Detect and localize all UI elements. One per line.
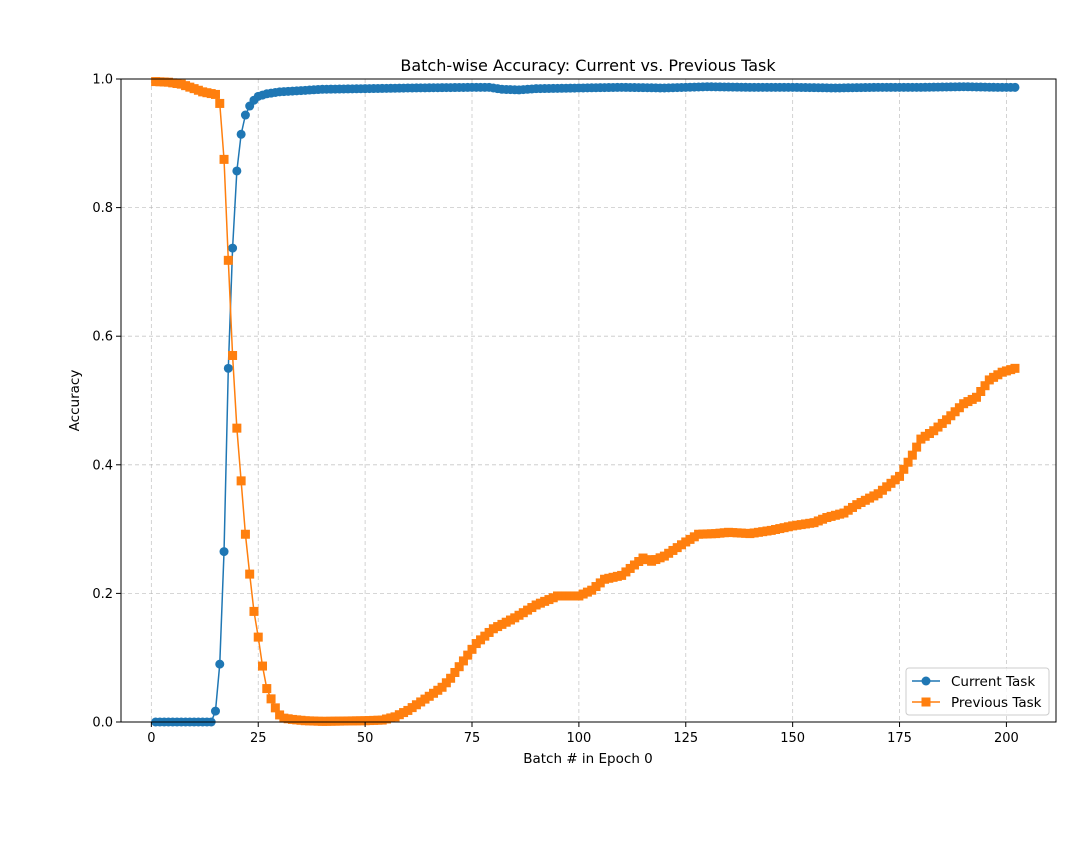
y-axis-label: Accuracy [67, 370, 83, 432]
x-tick-label: 150 [780, 731, 805, 746]
x-tick-label: 100 [566, 731, 591, 746]
legend: Current Task Previous Task [905, 667, 1050, 716]
x-tick-label: 200 [994, 731, 1019, 746]
y-tick-label: 0.2 [92, 587, 113, 602]
legend-label-previous-task: Previous Task [951, 695, 1042, 711]
legend-current-task-marker [921, 676, 931, 686]
data-point-previous-task [270, 703, 280, 713]
x-tick-label: 75 [464, 731, 481, 746]
data-point-previous-task [266, 694, 276, 704]
x-axis-label: Batch # in Epoch 0 [523, 751, 653, 767]
x-tick-label: 175 [887, 731, 912, 746]
data-point-previous-task [467, 644, 477, 654]
data-point-previous-task [223, 255, 233, 265]
y-tick-label: 0.6 [92, 330, 113, 345]
x-tick-label: 25 [250, 731, 267, 746]
data-point-current-task [228, 243, 238, 253]
data-point-previous-task [215, 98, 225, 108]
chart-title: Batch-wise Accuracy: Current vs. Previou… [400, 56, 776, 75]
series-current-task [151, 82, 1020, 727]
data-point-previous-task [1010, 363, 1020, 373]
data-point-previous-task [980, 381, 990, 391]
data-point-previous-task [236, 476, 246, 486]
y-tick-label: 0.0 [92, 716, 113, 731]
y-tick-label: 1.0 [92, 73, 113, 88]
legend-previous-task-marker [921, 697, 931, 707]
legend-box [905, 667, 1050, 716]
data-point-previous-task [458, 656, 468, 666]
data-point-previous-task [454, 662, 464, 672]
axis-ticks: 0 25 50 75 100 125 150 175 200 0.0 0.2 0.4 0.6 0.8 1.0 [92, 73, 1019, 747]
data-point-current-task [240, 110, 250, 120]
data-point-previous-task [228, 350, 238, 360]
data-point-previous-task [903, 457, 913, 467]
data-point-previous-task [240, 529, 250, 539]
data-point-previous-task [907, 450, 917, 460]
data-point-previous-task [450, 667, 460, 677]
data-point-previous-task [899, 464, 909, 474]
data-point-previous-task [262, 684, 272, 694]
data-point-previous-task [912, 442, 922, 452]
data-point-previous-task [971, 392, 981, 402]
data-point-previous-task [210, 89, 220, 99]
data-point-previous-task [253, 632, 263, 642]
data-point-previous-task [232, 423, 242, 433]
x-tick-label: 50 [357, 731, 374, 746]
data-point-current-task [223, 363, 233, 373]
series-previous-task [151, 77, 1020, 726]
plot-area-frame [120, 78, 1057, 723]
x-tick-label: 0 [147, 731, 155, 746]
data-point-previous-task [446, 673, 456, 683]
legend-label-current-task: Current Task [951, 674, 1035, 690]
data-point-previous-task [437, 682, 447, 692]
y-tick-label: 0.8 [92, 201, 113, 216]
x-tick-label: 125 [673, 731, 698, 746]
data-point-previous-task [219, 154, 229, 164]
data-point-previous-task [245, 569, 255, 579]
data-point-current-task [236, 129, 246, 139]
y-tick-label: 0.4 [92, 458, 113, 473]
data-point-current-task [210, 706, 220, 716]
data-point-previous-task [895, 471, 905, 481]
data-point-current-task [215, 659, 225, 669]
data-point-previous-task [976, 386, 986, 396]
data-point-current-task [219, 547, 229, 557]
series-layer [151, 77, 1020, 727]
data-point-previous-task [441, 678, 451, 688]
data-point-previous-task [463, 650, 473, 660]
data-point-current-task [232, 166, 242, 176]
data-point-previous-task [258, 661, 268, 671]
data-point-previous-task [249, 606, 259, 616]
data-point-current-task [1010, 82, 1020, 92]
